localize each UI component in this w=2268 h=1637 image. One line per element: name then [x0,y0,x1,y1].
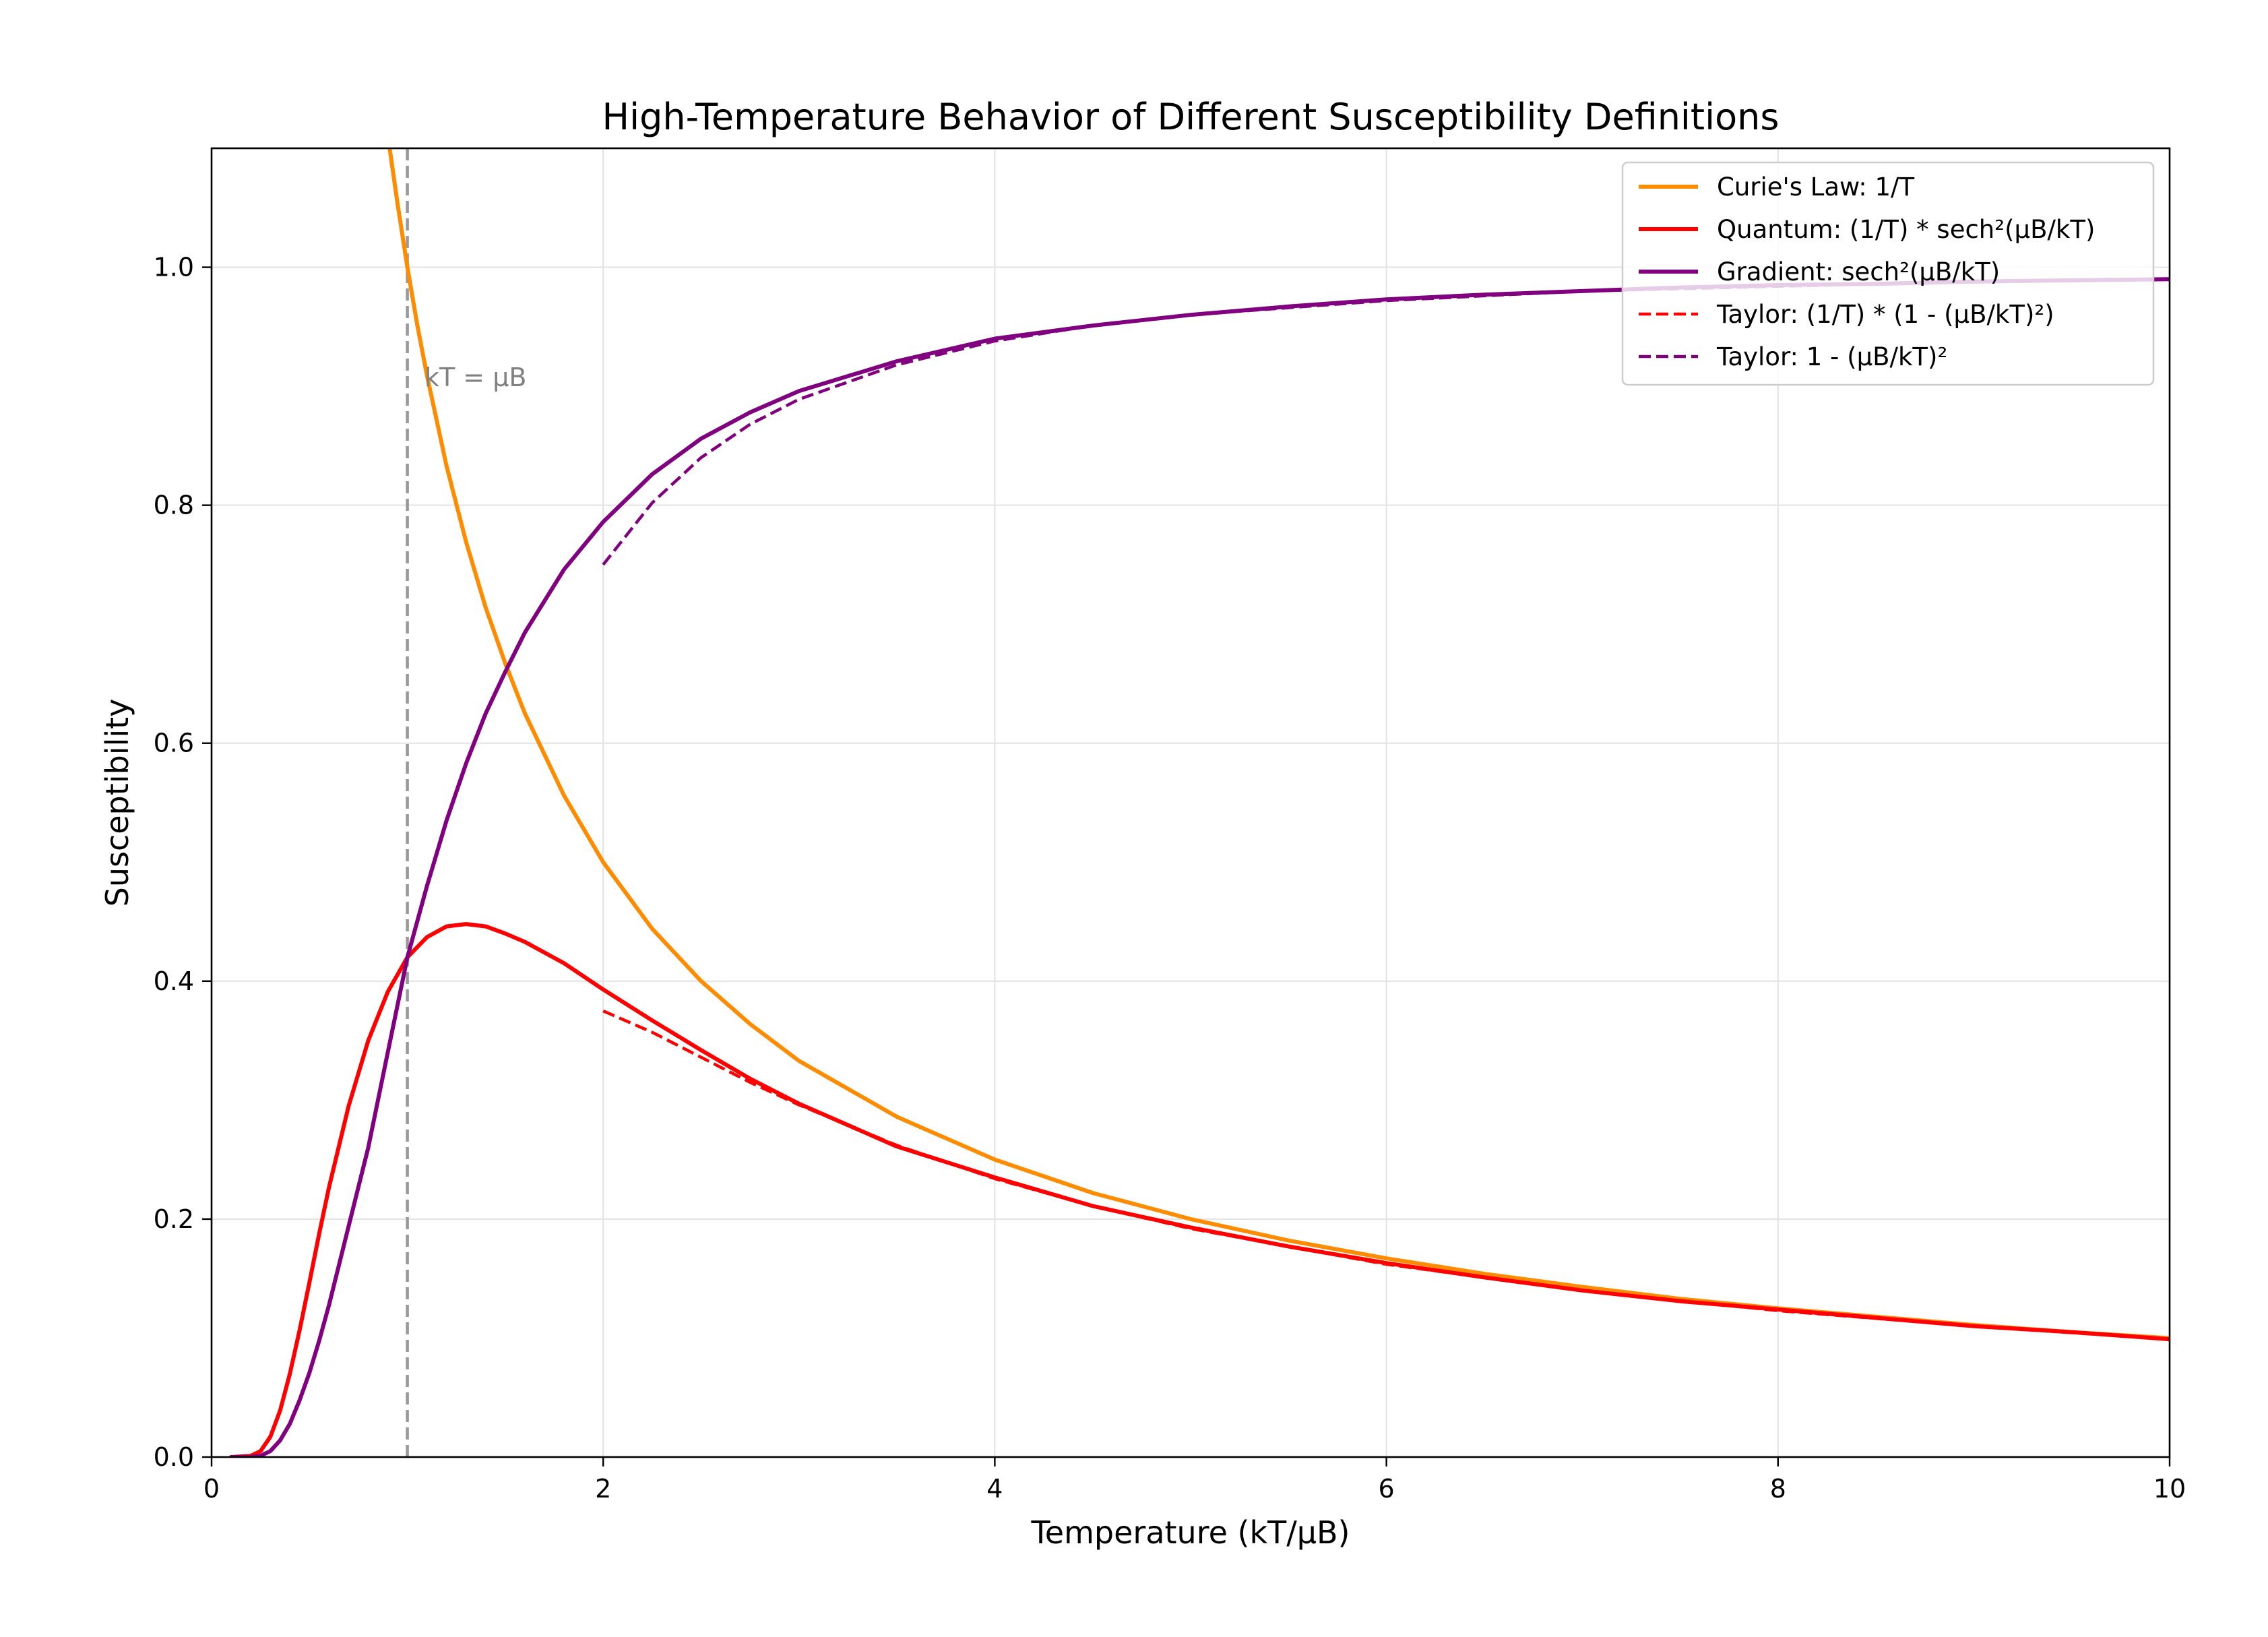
x-tick-label: 0 [203,1474,220,1504]
y-tick-label: 0.4 [154,966,194,996]
y-tick-label: 1.0 [154,253,194,282]
series-line-4 [602,1009,2170,1341]
series-line-1 [387,148,2170,1340]
x-tick-label: 6 [1379,1474,1395,1504]
y-tick-label: 0.0 [154,1442,194,1472]
legend-label-1: Curie's Law: 1/T [1717,173,1915,202]
legend: Curie's Law: 1/T Quantum: (1/T) * sech²(μ… [1621,161,2155,386]
series-layer [229,148,2170,1457]
x-tick-label: 10 [2153,1474,2186,1504]
x-tick-label: 4 [986,1474,1003,1504]
annotation-kt-equals-mub: kT = μB [424,363,526,392]
y-axis-label: Susceptibility [99,699,135,907]
legend-label-2: Quantum: (1/T) * sech²(μB/kT) [1717,215,2095,244]
grid-layer [211,148,2170,1458]
x-tick-label: 2 [595,1474,611,1504]
legend-label-5: Taylor: 1 - (μB/kT)² [1716,342,1947,371]
y-tick-label: 0.8 [154,491,194,520]
y-tick-label: 0.2 [154,1204,194,1234]
legend-frame [1621,161,2155,386]
series-line-2 [229,922,2170,1457]
legend-label-4: Taylor: (1/T) * (1 - (μB/kT)²) [1716,300,2054,329]
plot-frame [210,147,2171,1458]
chart-title: High-Temperature Behavior of Different S… [602,96,1779,138]
tick-layer: 0 2 4 6 8 10 0.0 0.2 0.4 0.6 0.8 1.0 [154,253,2186,1504]
y-tick-label: 0.6 [154,729,194,758]
x-axis-label: Temperature (kT/μB) [1031,1514,1350,1551]
x-tick-label: 8 [1770,1474,1786,1504]
legend-label-3: Gradient: sech²(μB/kT) [1717,257,2000,286]
